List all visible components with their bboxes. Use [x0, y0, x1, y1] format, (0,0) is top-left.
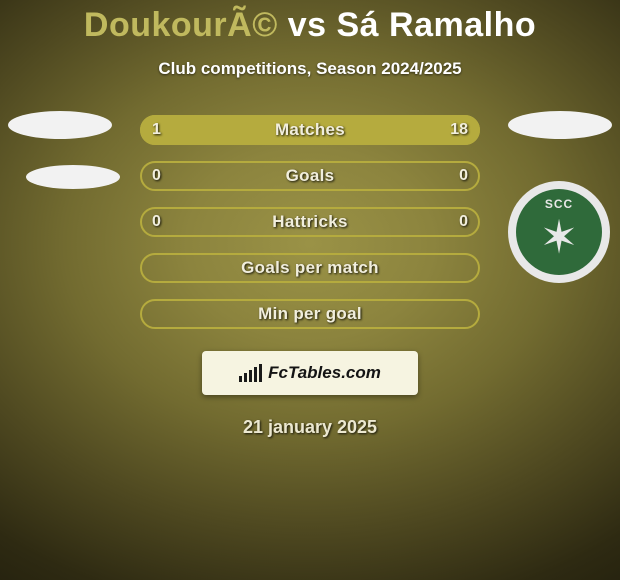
bar-label: Min per goal [140, 299, 480, 329]
stat-bar-row: Min per goal [140, 299, 480, 329]
stat-bar-row: Hattricks0 0 [140, 207, 480, 237]
left-team-badge [8, 111, 120, 189]
bar-value-left: 1 [152, 115, 161, 145]
stats-area: SCC ✶ Matches118Goals00Hattricks00Goals … [0, 115, 620, 329]
bar-label: Matches [140, 115, 480, 145]
bar-label: Hattricks [140, 207, 480, 237]
bar-label: Goals per match [140, 253, 480, 283]
vs-text: vs [278, 6, 337, 44]
ellipse-icon [508, 111, 612, 139]
ellipse-icon [26, 165, 120, 189]
comparison-bars: Matches118Goals00Hattricks00Goals per ma… [140, 115, 480, 329]
stat-bar-row: Goals per match [140, 253, 480, 283]
bar-value-right: 0 [459, 161, 468, 191]
branding-text: FcTables.com [268, 363, 381, 383]
bar-label: Goals [140, 161, 480, 191]
stat-bar-row: Goals0 0 [140, 161, 480, 191]
branding-badge: FcTables.com [202, 351, 418, 395]
player1-name: DoukourÃ© [84, 6, 278, 44]
bar-value-left: 0 [152, 161, 161, 191]
bars-icon [239, 364, 262, 382]
date-label: 21 january 2025 [0, 417, 620, 438]
crest-text: SCC [545, 197, 573, 211]
bar-value-left: 0 [152, 207, 161, 237]
ellipse-icon [8, 111, 112, 139]
stat-bar-row: Matches1 18 [140, 115, 480, 145]
subtitle: Club competitions, Season 2024/2025 [0, 59, 620, 79]
bar-value-right: 0 [459, 207, 468, 237]
page-title: DoukourÃ© vs Sá Ramalho [0, 0, 620, 45]
club-crest: SCC ✶ [508, 181, 610, 283]
player2-name: Sá Ramalho [336, 6, 536, 44]
bar-value-right: 18 [450, 115, 468, 145]
right-team-badge: SCC ✶ [508, 111, 612, 283]
crest-inner: SCC ✶ [516, 189, 602, 275]
star-icon: ✶ [540, 214, 579, 260]
